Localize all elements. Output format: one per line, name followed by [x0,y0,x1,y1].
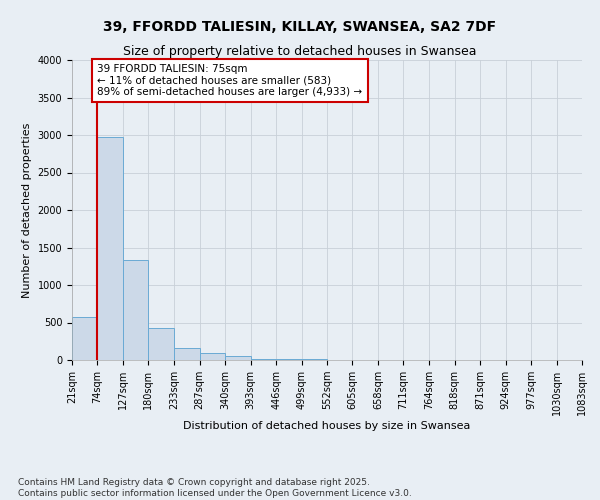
Text: 39 FFORDD TALIESIN: 75sqm
← 11% of detached houses are smaller (583)
89% of semi: 39 FFORDD TALIESIN: 75sqm ← 11% of detac… [97,64,362,97]
X-axis label: Distribution of detached houses by size in Swansea: Distribution of detached houses by size … [184,420,470,430]
Bar [225,356,251,360]
Bar [251,358,276,360]
Bar [148,328,174,360]
Bar [200,353,225,360]
Bar [174,348,200,360]
Text: Size of property relative to detached houses in Swansea: Size of property relative to detached ho… [123,45,477,58]
Bar [97,137,123,360]
Bar [72,316,97,360]
Text: 39, FFORDD TALIESIN, KILLAY, SWANSEA, SA2 7DF: 39, FFORDD TALIESIN, KILLAY, SWANSEA, SA… [103,20,497,34]
Y-axis label: Number of detached properties: Number of detached properties [22,122,32,298]
Bar [276,359,302,360]
Bar [123,260,148,360]
Text: Contains HM Land Registry data © Crown copyright and database right 2025.
Contai: Contains HM Land Registry data © Crown c… [18,478,412,498]
